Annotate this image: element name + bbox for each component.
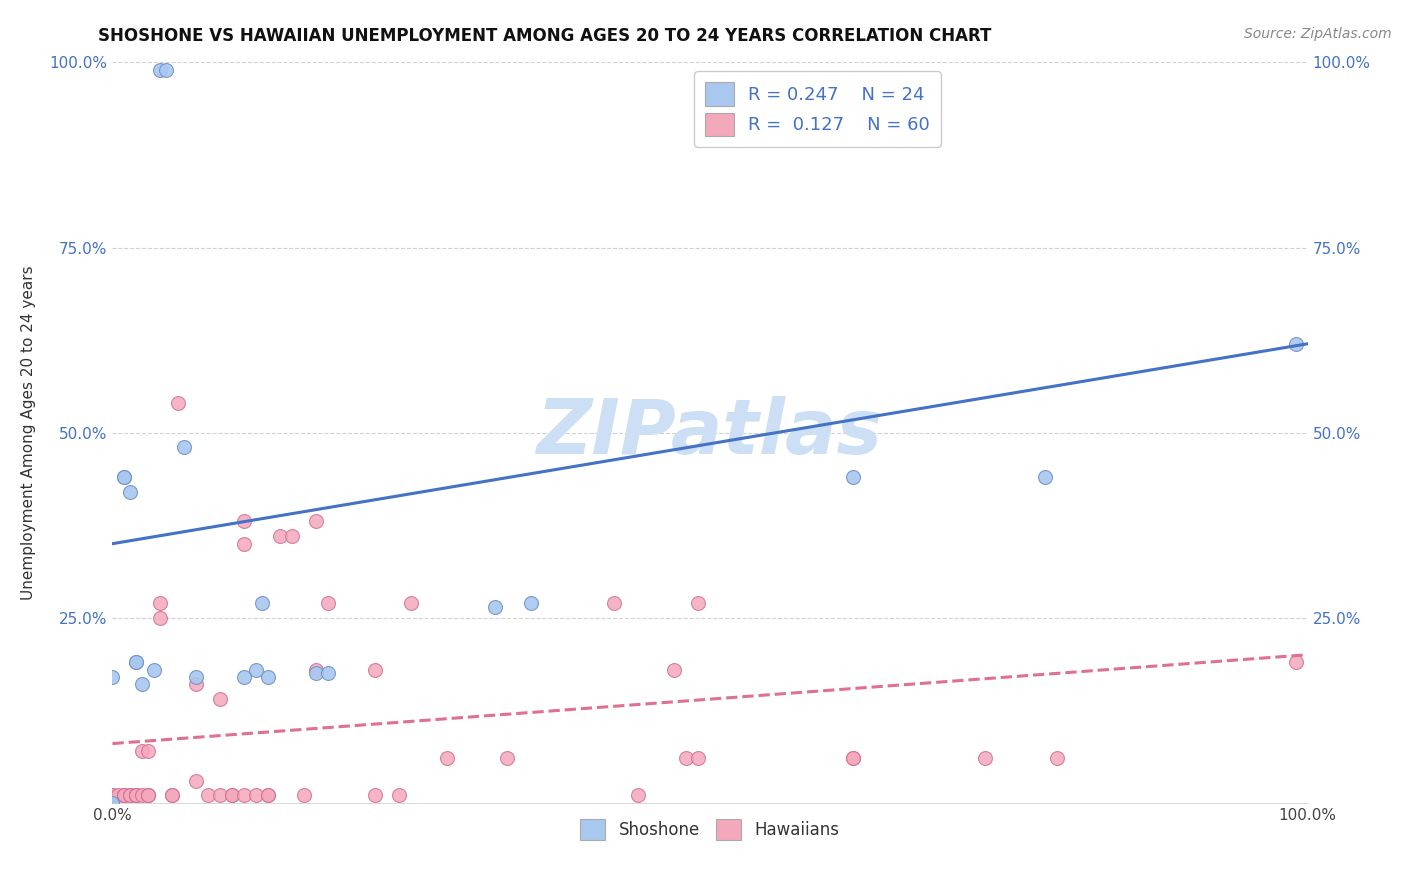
Point (149, 610, 172, 624)
Point (138, 789, 160, 803)
Point (149, 596, 172, 610)
Point (245, 663, 267, 677)
Point (114, 789, 135, 803)
Point (292, 789, 315, 803)
Point (245, 789, 267, 803)
Point (120, 484, 142, 499)
Point (186, 670, 208, 684)
Text: ZIPatlas: ZIPatlas (537, 396, 883, 469)
Point (496, 751, 519, 765)
Point (138, 789, 160, 803)
Point (1285, 336, 1308, 351)
Point (316, 666, 339, 681)
Point (364, 663, 387, 677)
Point (401, 596, 423, 610)
Point (233, 515, 256, 529)
Point (250, 596, 273, 610)
Point (125, 655, 148, 669)
Point (162, 789, 183, 803)
Point (186, 773, 208, 788)
Point (114, 789, 135, 803)
Point (221, 789, 243, 803)
Point (173, 441, 195, 455)
Point (101, 796, 124, 810)
Point (603, 596, 626, 610)
Point (209, 789, 232, 803)
Point (143, 663, 166, 677)
Text: Source: ZipAtlas.com: Source: ZipAtlas.com (1244, 27, 1392, 41)
Point (974, 751, 997, 765)
Y-axis label: Unemployment Among Ages 20 to 24 years: Unemployment Among Ages 20 to 24 years (21, 265, 35, 600)
Legend: Shoshone, Hawaiians: Shoshone, Hawaiians (574, 813, 846, 847)
Point (688, 596, 710, 610)
Point (114, 470, 135, 484)
Point (101, 789, 124, 803)
Point (675, 751, 697, 765)
Point (120, 789, 142, 803)
Point (114, 470, 135, 484)
Point (257, 789, 280, 803)
Point (197, 789, 219, 803)
Point (484, 599, 506, 614)
Point (842, 751, 865, 765)
Point (138, 744, 160, 758)
Point (627, 789, 650, 803)
Point (233, 536, 256, 550)
Point (131, 789, 153, 803)
Point (842, 751, 865, 765)
Point (316, 596, 339, 610)
Point (131, 677, 153, 691)
Point (364, 789, 387, 803)
Point (221, 789, 243, 803)
Point (120, 789, 142, 803)
Point (664, 663, 686, 677)
Point (233, 789, 256, 803)
Point (114, 789, 135, 803)
Point (209, 692, 232, 706)
Point (107, 789, 129, 803)
Point (125, 789, 148, 803)
Point (125, 789, 148, 803)
Point (101, 789, 124, 803)
Point (101, 670, 124, 684)
Point (305, 663, 328, 677)
Point (688, 751, 710, 765)
Point (167, 396, 190, 410)
Point (162, 789, 183, 803)
Point (101, 789, 124, 803)
Point (520, 596, 543, 610)
Point (125, 789, 148, 803)
Point (138, 789, 160, 803)
Point (125, 655, 148, 669)
Point (257, 789, 280, 803)
Point (1046, 751, 1069, 765)
Point (149, 62, 172, 77)
Point (269, 529, 291, 543)
Point (281, 529, 304, 543)
Point (436, 751, 458, 765)
Point (233, 670, 256, 684)
Point (155, 62, 177, 77)
Point (131, 744, 153, 758)
Point (186, 677, 208, 691)
Point (257, 670, 280, 684)
Point (305, 666, 328, 681)
Point (305, 515, 328, 529)
Point (125, 789, 148, 803)
Point (388, 789, 411, 803)
Point (842, 470, 865, 484)
Point (1033, 470, 1056, 484)
Text: SHOSHONE VS HAWAIIAN UNEMPLOYMENT AMONG AGES 20 TO 24 YEARS CORRELATION CHART: SHOSHONE VS HAWAIIAN UNEMPLOYMENT AMONG … (98, 27, 991, 45)
Point (1285, 655, 1308, 669)
